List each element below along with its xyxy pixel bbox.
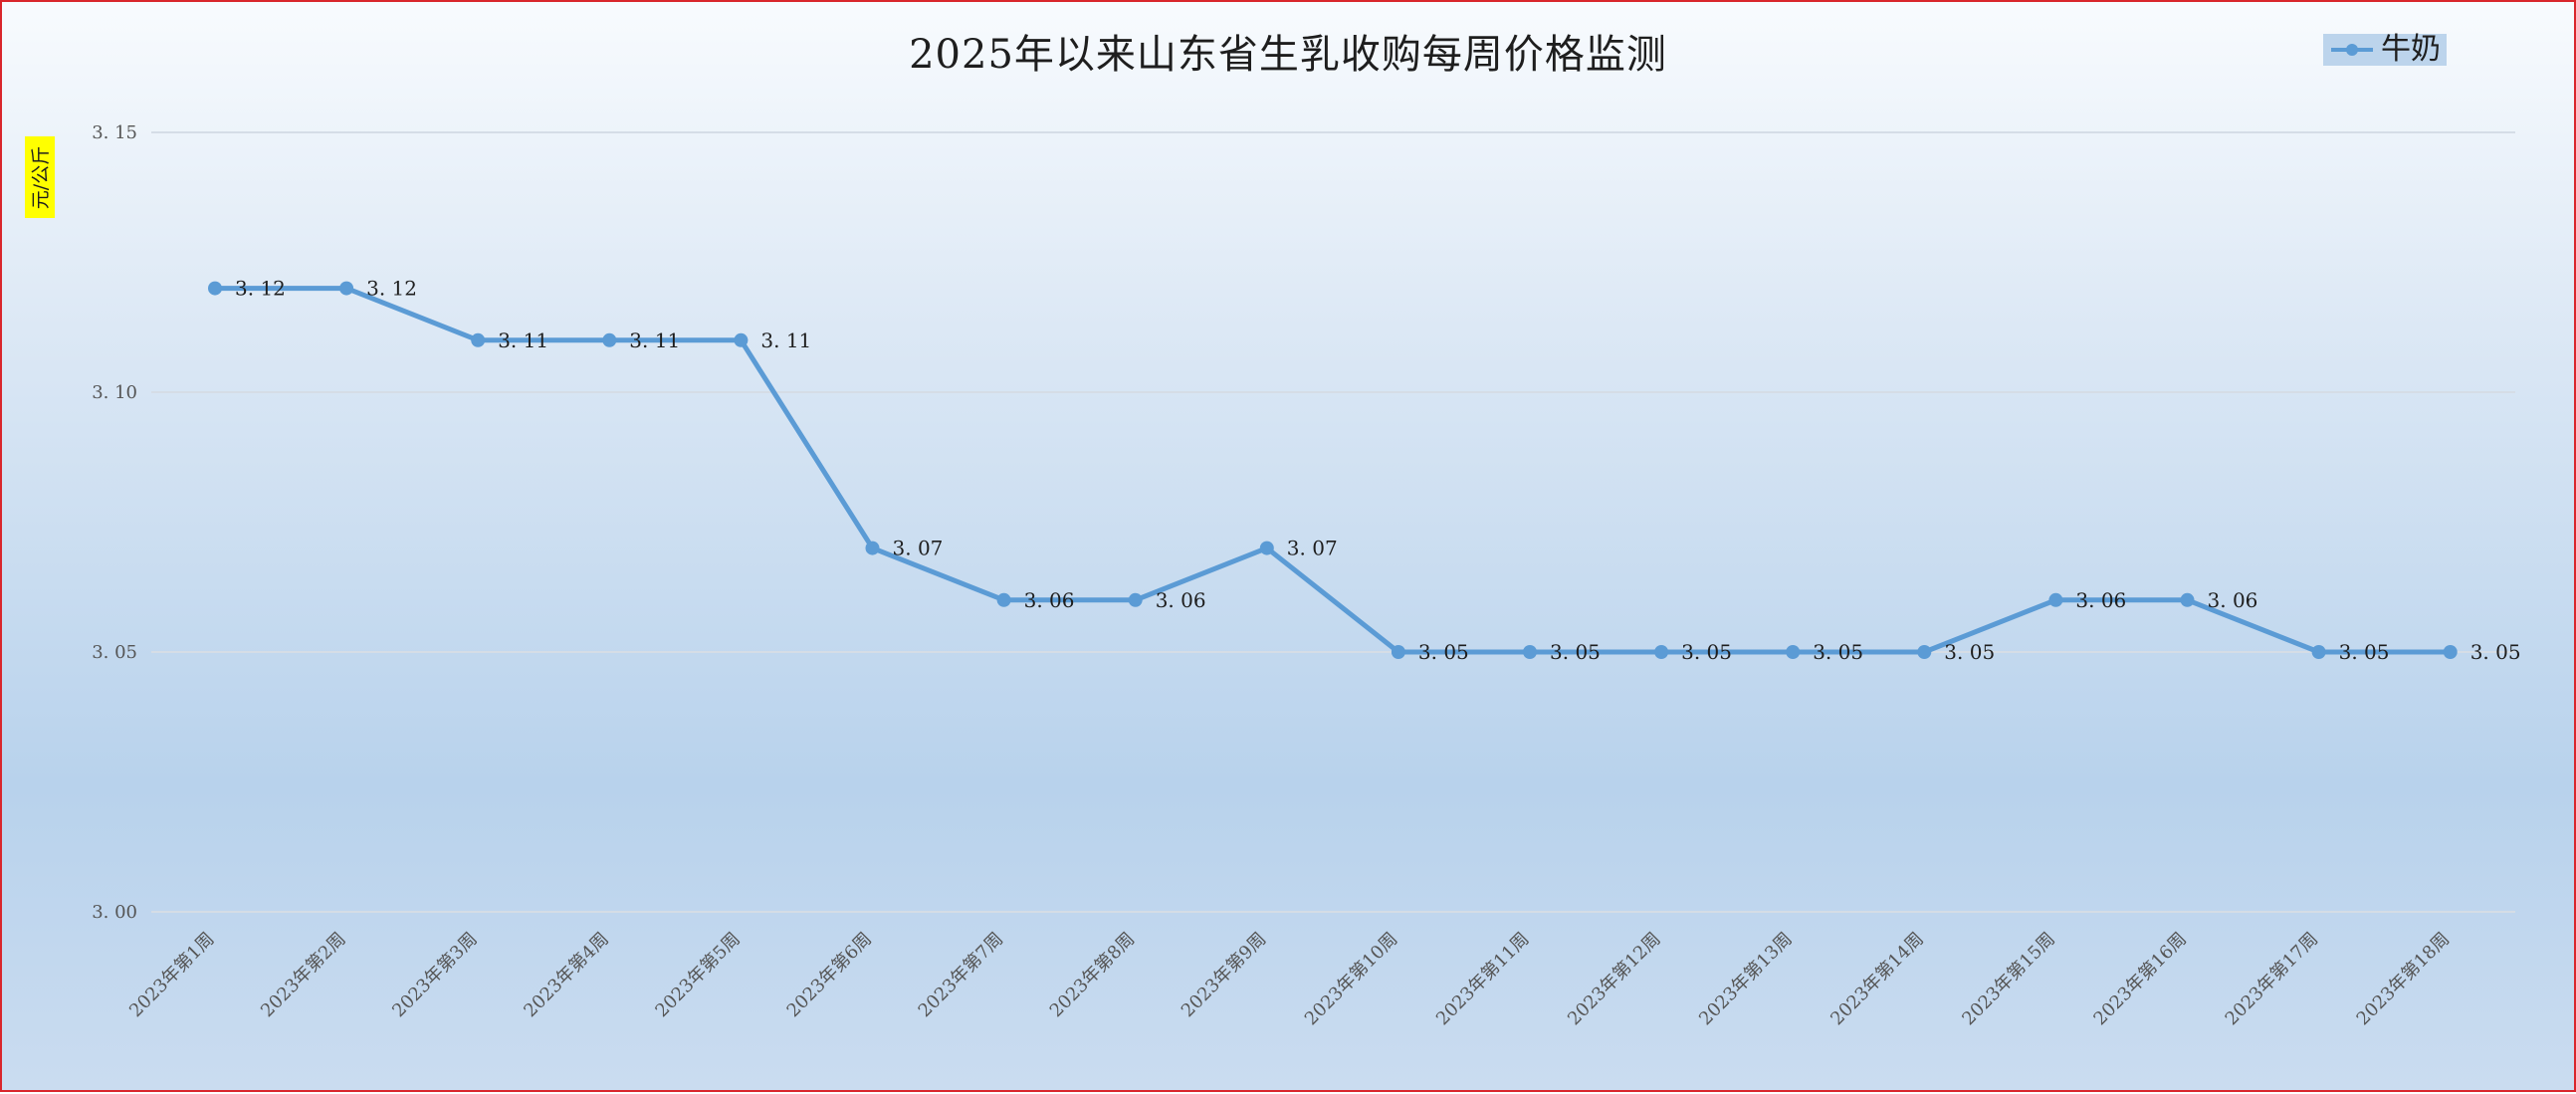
- data-point: [208, 281, 222, 296]
- x-tick-labels: 2023年第1周 2023年第2周 2023年第3周 2023年第4周 2023年第5周…: [125, 929, 2454, 1030]
- x-tick-label: 2023年第9周: [1178, 929, 1271, 1022]
- data-point: [339, 281, 354, 296]
- data-label: 3. 05: [1418, 640, 1469, 664]
- data-label: 3. 06: [2075, 588, 2126, 612]
- data-label: 3. 12: [235, 277, 286, 301]
- y-tick-label: 3. 15: [92, 122, 137, 143]
- x-tick-label: 2023年第7周: [915, 929, 1008, 1022]
- x-tick-label: 2023年第8周: [1046, 929, 1140, 1022]
- data-label: 3. 12: [366, 277, 417, 301]
- x-tick-label: 2023年第2周: [257, 929, 350, 1022]
- data-label: 3. 11: [498, 328, 548, 352]
- series-milk: [208, 281, 2458, 659]
- x-tick-label: 2023年第4周: [520, 929, 613, 1022]
- x-tick-label: 2023年第14周: [1826, 929, 1928, 1030]
- data-label: 3. 05: [2470, 640, 2521, 664]
- y-tick-label: 3. 10: [92, 382, 137, 403]
- legend-label: 牛奶: [2381, 32, 2441, 67]
- x-tick-label: 2023年第18周: [2353, 929, 2455, 1030]
- data-label: 3. 11: [629, 328, 680, 352]
- x-tick-label: 2023年第11周: [1432, 929, 1534, 1030]
- data-label: 3. 07: [1287, 537, 1338, 560]
- legend-marker-icon: [2331, 44, 2373, 56]
- data-label: 3. 05: [1813, 640, 1863, 664]
- x-tick-label: 2023年第10周: [1301, 929, 1402, 1030]
- y-tick-label: 3. 05: [92, 642, 137, 663]
- data-point: [602, 332, 617, 347]
- data-label: 3. 05: [1944, 640, 1995, 664]
- data-point: [996, 592, 1011, 607]
- data-label: 3. 05: [2339, 640, 2390, 664]
- data-point: [734, 332, 749, 347]
- data-label: 3. 06: [2208, 588, 2258, 612]
- legend: 牛奶: [2323, 34, 2447, 66]
- data-point: [2048, 592, 2063, 607]
- data-label: 3. 05: [1550, 640, 1601, 664]
- data-point: [1391, 645, 1405, 659]
- x-tick-label: 2023年第1周: [125, 929, 219, 1022]
- data-label: 3. 07: [893, 537, 944, 560]
- x-tick-label: 2023年第5周: [651, 929, 745, 1022]
- series-line: [212, 286, 2454, 655]
- data-label: 3. 06: [1156, 588, 1206, 612]
- chart-title: 2025年以来山东省生乳收购每周价格监测: [909, 32, 1667, 78]
- data-point: [1128, 592, 1143, 607]
- data-point: [2311, 645, 2326, 659]
- x-tick-label: 2023年第17周: [2222, 929, 2323, 1030]
- data-point: [2443, 645, 2458, 659]
- x-tick-label: 2023年第13周: [1695, 929, 1797, 1030]
- x-tick-label: 2023年第6周: [783, 929, 877, 1022]
- x-tick-label: 2023年第15周: [1958, 929, 2059, 1030]
- x-tick-label: 2023年第12周: [1564, 929, 1665, 1030]
- x-tick-label: 2023年第3周: [388, 929, 482, 1022]
- gridlines: [151, 131, 2515, 913]
- data-label: 3. 06: [1024, 588, 1075, 612]
- data-label: 3. 05: [1681, 640, 1732, 664]
- data-point: [1917, 645, 1932, 659]
- y-axis-title-box: 元/公斤: [25, 136, 55, 218]
- data-point: [1523, 645, 1537, 659]
- data-label: 3. 11: [760, 328, 811, 352]
- y-tick-label: 3. 00: [92, 902, 137, 923]
- x-tick-label: 2023年第16周: [2089, 929, 2191, 1030]
- data-point: [471, 332, 486, 347]
- y-tick-labels: 3. 00 3. 05 3. 10 3. 15: [92, 122, 137, 923]
- data-point: [1786, 645, 1801, 659]
- data-point: [1654, 645, 1669, 659]
- data-point: [865, 541, 880, 555]
- data-point: [1259, 541, 1274, 555]
- data-point: [2180, 592, 2195, 607]
- data-labels: 3. 12 3. 12 3. 11 3. 11 3. 11 3. 07 3. 06 3. 06…: [235, 277, 2521, 664]
